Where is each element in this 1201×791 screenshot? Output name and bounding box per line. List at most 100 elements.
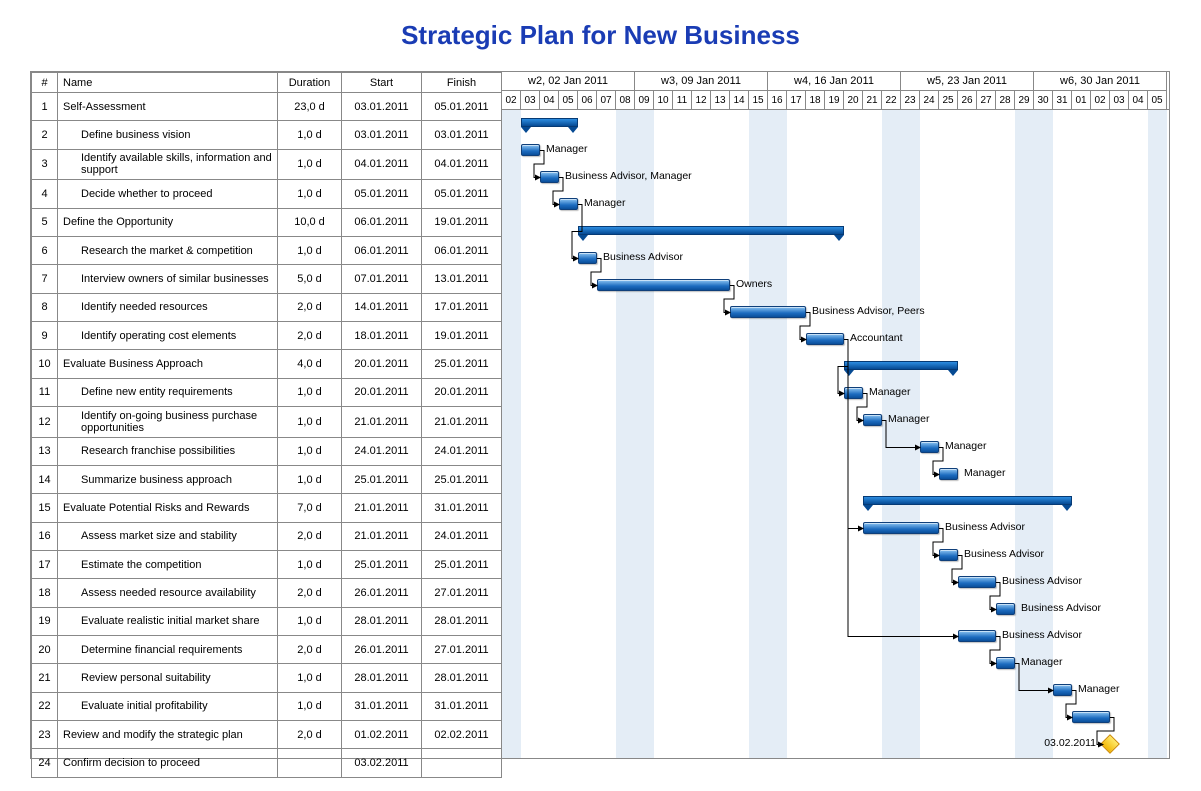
week-header: w6, 30 Jan 2011 xyxy=(1034,72,1167,91)
day-header: 14 xyxy=(730,91,749,110)
cell-num: 3 xyxy=(32,149,58,179)
cell-num: 24 xyxy=(32,749,58,778)
cell-num: 11 xyxy=(32,378,58,406)
gantt-row: Business Advisor xyxy=(502,596,1167,623)
gantt-row: Manager xyxy=(502,137,1167,164)
cell-num: 10 xyxy=(32,350,58,378)
cell-fin: 17.01.2011 xyxy=(422,293,502,321)
bar-label: Manager xyxy=(869,386,910,398)
cell-num: 19 xyxy=(32,607,58,635)
gantt-row xyxy=(502,353,1167,380)
cell-dur: 1,0 d xyxy=(278,149,342,179)
cell-fin: 13.01.2011 xyxy=(422,265,502,293)
cell-num: 17 xyxy=(32,550,58,578)
cell-fin: 25.01.2011 xyxy=(422,550,502,578)
day-header: 02 xyxy=(1091,91,1110,110)
table-row: 17Estimate the competition1,0 d25.01.201… xyxy=(32,550,502,578)
table-row: 20Determine financial requirements2,0 d2… xyxy=(32,636,502,664)
cell-fin: 28.01.2011 xyxy=(422,607,502,635)
cell-fin: 05.01.2011 xyxy=(422,93,502,121)
cell-start: 31.01.2011 xyxy=(342,692,422,720)
cell-start: 20.01.2011 xyxy=(342,350,422,378)
task-bar xyxy=(806,333,844,345)
cell-name: Estimate the competition xyxy=(58,550,278,578)
day-header: 05 xyxy=(559,91,578,110)
cell-num: 7 xyxy=(32,265,58,293)
table-row: 13Research franchise possibilities1,0 d2… xyxy=(32,437,502,465)
bar-label: Business Advisor xyxy=(964,548,1044,560)
gantt-chart: w2, 02 Jan 2011w3, 09 Jan 2011w4, 16 Jan… xyxy=(502,72,1169,758)
gantt-row: Accountant xyxy=(502,326,1167,353)
cell-num: 5 xyxy=(32,208,58,236)
day-header: 04 xyxy=(1129,91,1148,110)
day-header: 24 xyxy=(920,91,939,110)
cell-name: Identify available skills, information a… xyxy=(58,149,278,179)
day-header: 15 xyxy=(749,91,768,110)
cell-fin xyxy=(422,749,502,778)
cell-fin: 27.01.2011 xyxy=(422,636,502,664)
cell-dur: 1,0 d xyxy=(278,664,342,692)
col-fin-header: Finish xyxy=(422,73,502,93)
cell-name: Evaluate initial profitability xyxy=(58,692,278,720)
cell-dur: 2,0 d xyxy=(278,721,342,749)
cell-num: 15 xyxy=(32,494,58,522)
gantt-row xyxy=(502,218,1167,245)
cell-name: Research franchise possibilities xyxy=(58,437,278,465)
cell-num: 6 xyxy=(32,236,58,264)
cell-start: 25.01.2011 xyxy=(342,550,422,578)
table-row: 18Assess needed resource availability2,0… xyxy=(32,579,502,607)
cell-dur: 1,0 d xyxy=(278,550,342,578)
cell-fin: 21.01.2011 xyxy=(422,407,502,437)
cell-fin: 31.01.2011 xyxy=(422,692,502,720)
cell-start: 03.02.2011 xyxy=(342,749,422,778)
bar-label: Business Advisor, Peers xyxy=(812,305,925,317)
task-bar xyxy=(996,603,1015,615)
bar-label: Manager xyxy=(964,467,1005,479)
cell-dur xyxy=(278,749,342,778)
task-bar xyxy=(863,522,939,534)
cell-name: Define new entity requirements xyxy=(58,378,278,406)
task-bar xyxy=(1053,684,1072,696)
cell-fin: 28.01.2011 xyxy=(422,664,502,692)
cell-start: 06.01.2011 xyxy=(342,236,422,264)
day-header: 20 xyxy=(844,91,863,110)
table-row: 9Identify operating cost elements2,0 d18… xyxy=(32,321,502,349)
bar-label: 03.02.2011 xyxy=(1044,737,1096,749)
cell-start: 25.01.2011 xyxy=(342,465,422,493)
day-header: 04 xyxy=(540,91,559,110)
cell-fin: 19.01.2011 xyxy=(422,321,502,349)
cell-name: Identify operating cost elements xyxy=(58,321,278,349)
gantt-row xyxy=(502,704,1167,731)
task-bar xyxy=(996,657,1015,669)
cell-dur: 1,0 d xyxy=(278,236,342,264)
day-header: 18 xyxy=(806,91,825,110)
cell-num: 2 xyxy=(32,121,58,149)
table-row: 21Review personal suitability1,0 d28.01.… xyxy=(32,664,502,692)
task-bar xyxy=(597,279,730,291)
cell-num: 9 xyxy=(32,321,58,349)
cell-num: 14 xyxy=(32,465,58,493)
gantt-row: Manager xyxy=(502,380,1167,407)
cell-name: Decide whether to proceed xyxy=(58,180,278,208)
cell-name: Assess needed resource availability xyxy=(58,579,278,607)
task-bar xyxy=(958,576,996,588)
week-header: w4, 16 Jan 2011 xyxy=(768,72,901,91)
task-bar xyxy=(540,171,559,183)
day-header: 13 xyxy=(711,91,730,110)
task-bar xyxy=(1072,711,1110,723)
summary-bar xyxy=(844,361,958,370)
cell-dur: 1,0 d xyxy=(278,465,342,493)
day-header: 29 xyxy=(1015,91,1034,110)
day-header: 23 xyxy=(901,91,920,110)
bar-label: Manager xyxy=(1021,656,1062,668)
table-row: 24Confirm decision to proceed03.02.2011 xyxy=(32,749,502,778)
col-name-header: Name xyxy=(58,73,278,93)
cell-fin: 31.01.2011 xyxy=(422,494,502,522)
day-header: 02 xyxy=(502,91,521,110)
day-header: 31 xyxy=(1053,91,1072,110)
cell-num: 16 xyxy=(32,522,58,550)
cell-start: 01.02.2011 xyxy=(342,721,422,749)
task-bar xyxy=(939,549,958,561)
table-row: 3Identify available skills, information … xyxy=(32,149,502,179)
task-table: # Name Duration Start Finish 1Self-Asses… xyxy=(31,72,502,778)
